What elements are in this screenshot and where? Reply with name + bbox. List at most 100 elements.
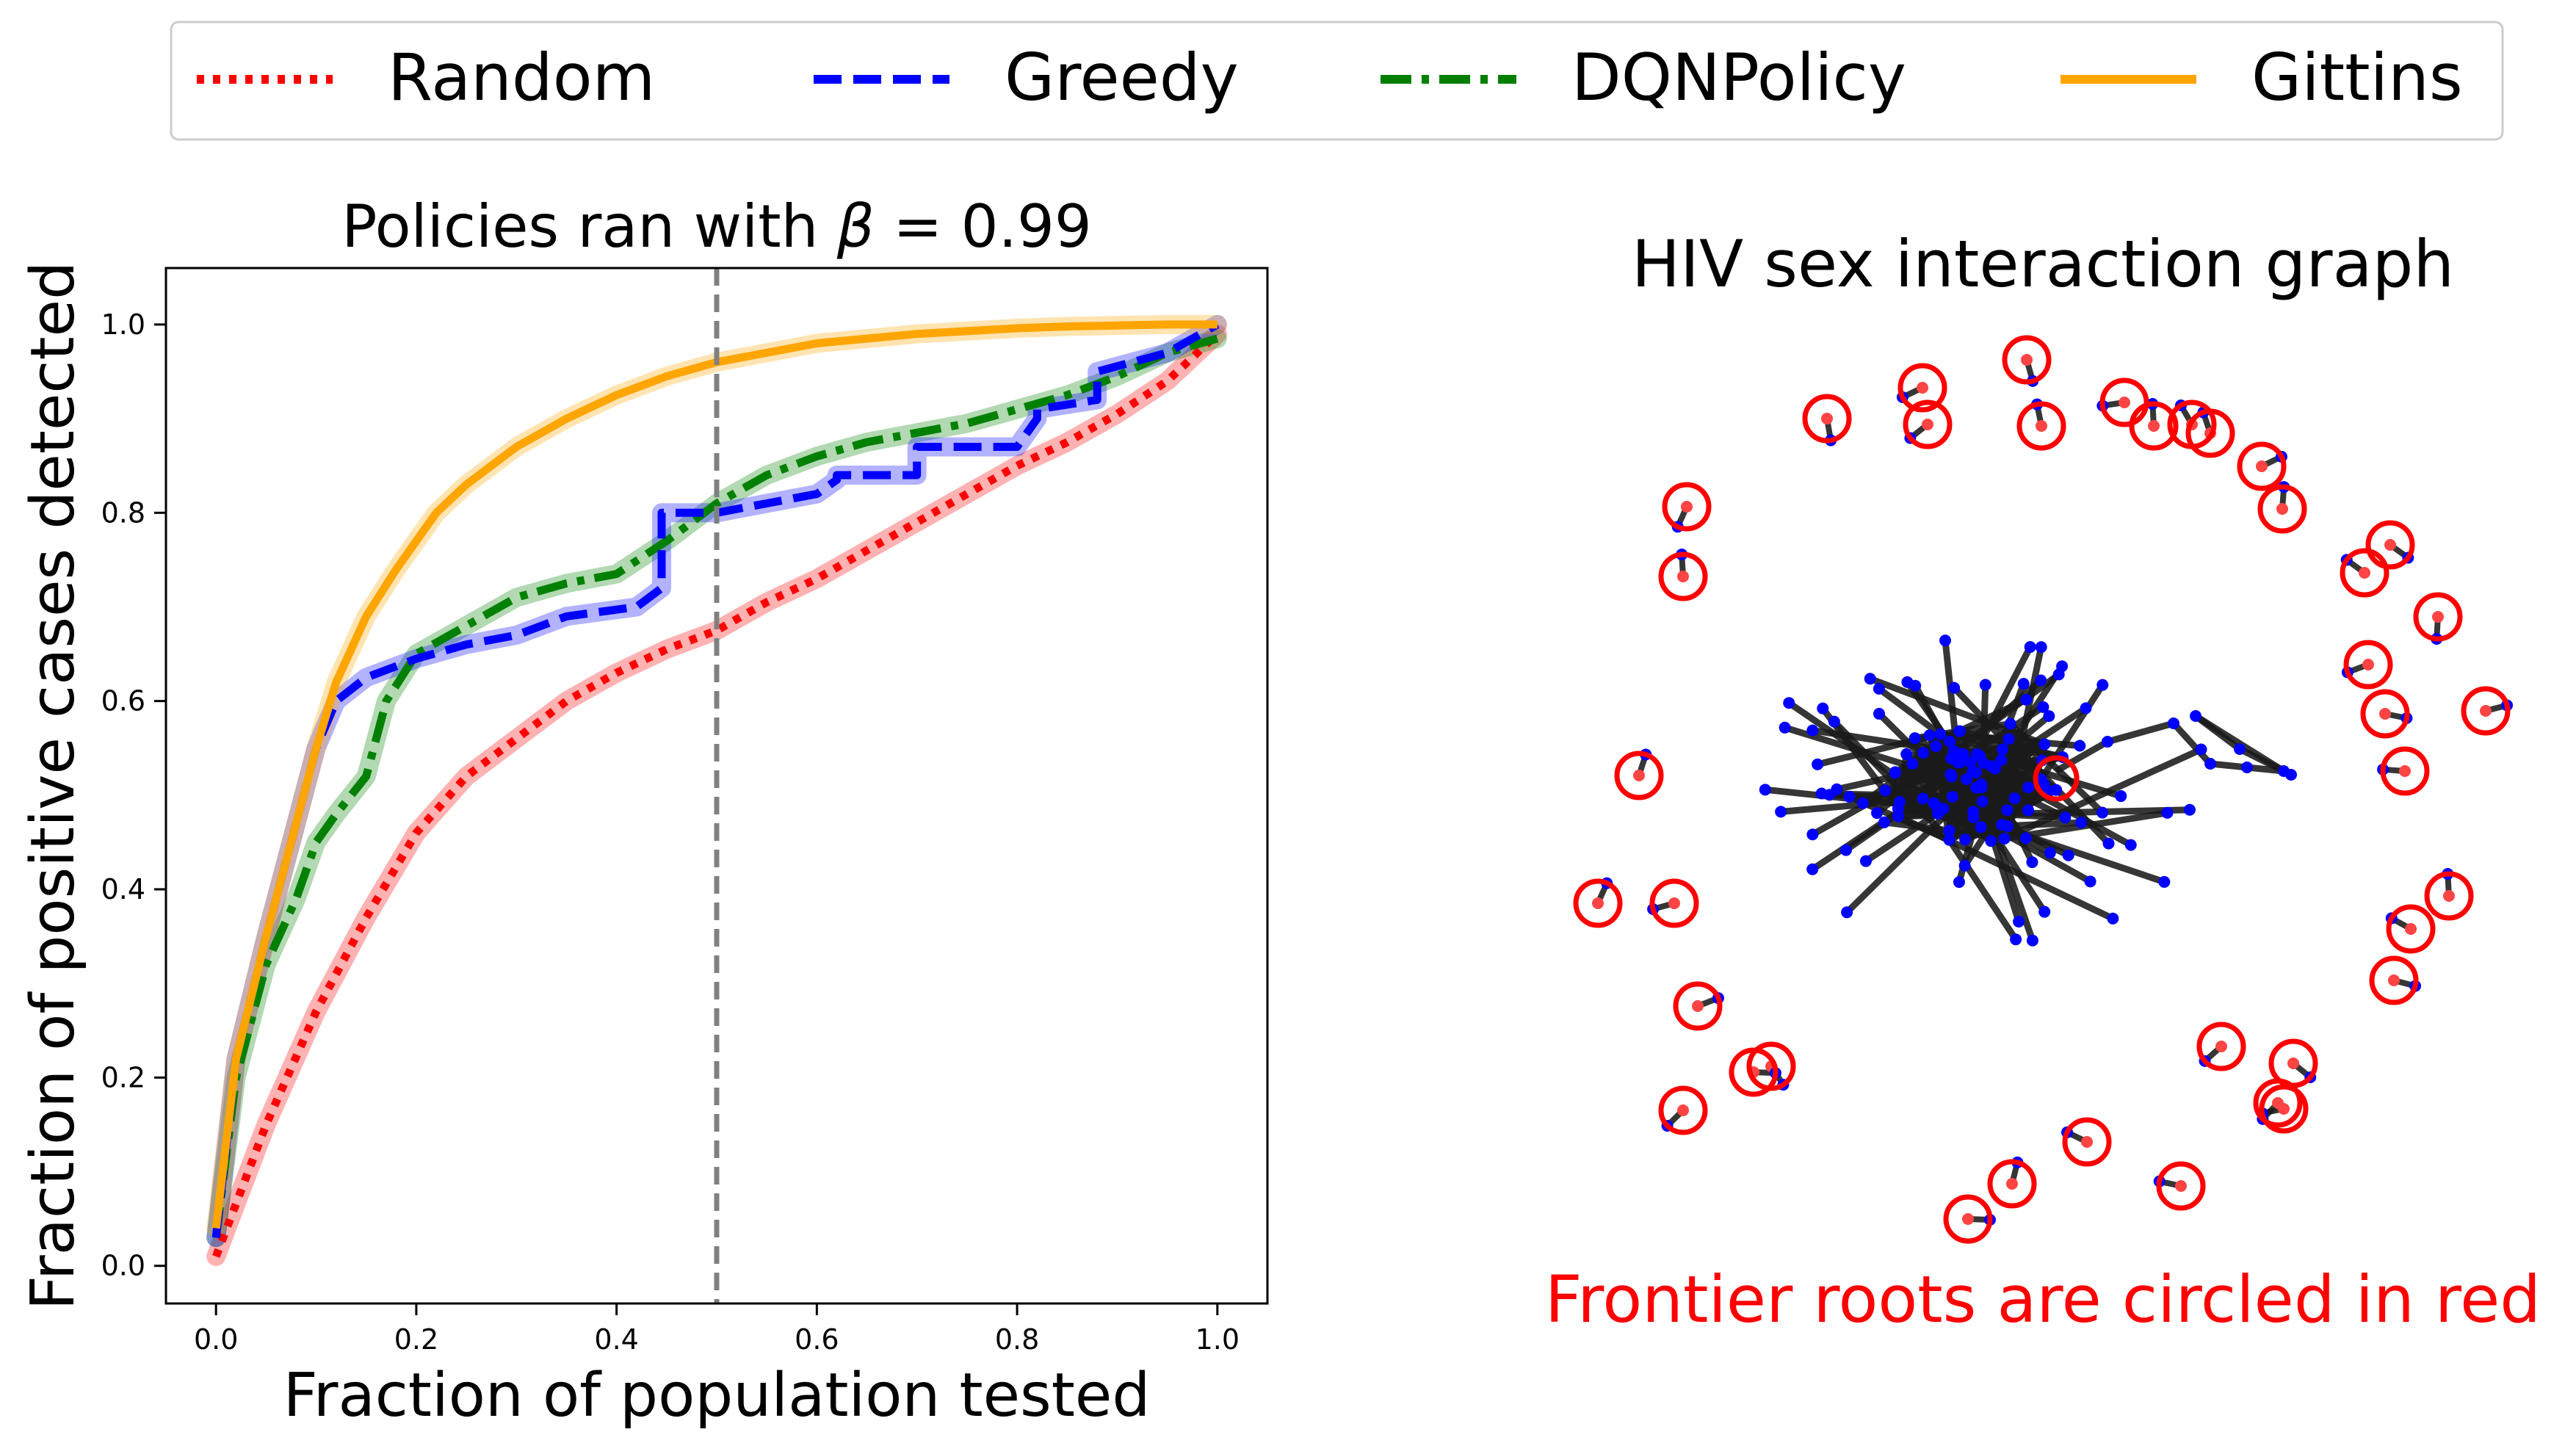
graph-edge (2002, 746, 2203, 842)
graph-node (2024, 641, 2036, 654)
legend-label-gittins: Gittins (2251, 40, 2463, 115)
graph-node (1953, 725, 1966, 737)
graph-node (2158, 875, 2171, 888)
graph-node-root (1917, 382, 1928, 394)
graph-node-root (2432, 611, 2444, 623)
graph-node (1945, 770, 1958, 783)
graph-node (2102, 736, 2113, 748)
graph-node (1998, 832, 2011, 845)
graph-node-root (1592, 897, 1604, 909)
root-marker (2461, 686, 2511, 736)
graph-node-root (2175, 1180, 2187, 1192)
y-axis-ticks: 0.0 0.2 0.4 0.6 0.8 1.0 (101, 308, 166, 1282)
graph-node (1951, 747, 1964, 759)
graph-node (1859, 855, 1872, 867)
graph-node-root (2399, 765, 2411, 777)
root-marker (2259, 1084, 2309, 1134)
graph-node (2035, 674, 2047, 687)
graph-node (1995, 753, 2008, 766)
graph-node (1917, 747, 1929, 759)
graph-node-root (2256, 460, 2268, 472)
graph-node (2001, 804, 2014, 817)
graph-node-root (1821, 413, 1833, 424)
frontier-root-markers (1573, 335, 2511, 1244)
title-prefix: Policies ran with (341, 192, 837, 261)
graph-node-root (2384, 539, 2396, 551)
y-tick-label: 0.0 (101, 1250, 145, 1282)
graph-node (1871, 807, 1884, 820)
root-marker (1658, 552, 1708, 601)
graph-node-root (2148, 420, 2160, 432)
graph-edge (2171, 720, 2213, 767)
root-marker (1943, 1194, 1993, 1244)
x-tick-label: 0.0 (194, 1323, 238, 1356)
root-marker (2196, 1021, 2246, 1071)
x-axis-ticks: 0.0 0.2 0.4 0.6 0.8 1.0 (194, 1303, 1240, 1356)
graph-node (2038, 905, 2051, 918)
graph-node (2168, 717, 2179, 729)
graph-node (2204, 758, 2216, 770)
y-tick-label: 0.4 (101, 873, 145, 905)
graph-node (1944, 735, 1956, 748)
graph-node (1817, 702, 1829, 715)
graph-node (2002, 733, 2015, 745)
graph-node (1806, 863, 1819, 875)
y-tick-label: 1.0 (101, 308, 145, 341)
graph-node (2285, 769, 2297, 781)
graph-node-root (2119, 397, 2130, 408)
series-line-random (212, 330, 1220, 1258)
graph-node (1967, 806, 1980, 818)
line-chart: Policies ran with β = 0.99 0.0 0.2 0.4 0.6 0… (18, 192, 1269, 1431)
graph-node (2080, 702, 2092, 715)
root-marker (2062, 1117, 2112, 1167)
graph-node (2190, 710, 2201, 722)
legend-label-dqnpolicy: DQNPolicy (1571, 40, 1906, 115)
graph-node-root (2036, 420, 2047, 432)
graph-node (1958, 859, 1971, 872)
y-tick-label: 0.6 (101, 685, 145, 717)
graph-node (1909, 732, 1921, 745)
graph-node-root (2359, 567, 2370, 579)
graph-node (1946, 790, 1958, 803)
graph-node (2001, 820, 2014, 833)
y-tick-label: 0.2 (101, 1061, 145, 1093)
legend-entry-gittins: Gittins (2061, 40, 2463, 115)
network-graph-panel: HIV sex interaction graph Frontier roots… (1545, 226, 2541, 1337)
graph-node-root (1681, 501, 1693, 513)
graph-node (2022, 804, 2035, 817)
legend-items: Random Greedy DQNPolicy Gittins (197, 40, 2463, 115)
graph-edge (2210, 760, 2248, 771)
graph-title: HIV sex interaction graph (1632, 226, 2454, 302)
graph-node (2183, 803, 2196, 816)
graph-node-root (2405, 923, 2417, 935)
root-marker (1649, 878, 1699, 928)
graph-node (1812, 758, 1824, 770)
graph-node (1873, 682, 1885, 695)
graph-node (1930, 740, 1942, 753)
root-marker (2237, 441, 2287, 491)
graph-node (1964, 756, 1977, 768)
root-marker (1987, 1159, 2037, 1209)
root-marker (2002, 335, 2052, 385)
root-marker (1662, 482, 1712, 532)
graph-node (2035, 641, 2047, 654)
root-marker (2360, 689, 2410, 739)
root-marker (2413, 592, 2463, 642)
graph-node (1775, 806, 1787, 818)
graph-node (1843, 791, 1856, 803)
root-marker (2424, 871, 2474, 921)
graph-node (1839, 844, 1852, 856)
graph-node-root (2388, 974, 2400, 986)
graph-node-root (2362, 659, 2374, 670)
axes-frame (164, 267, 1269, 1305)
graph-node (1909, 679, 1922, 692)
graph-node-root (1668, 897, 1680, 909)
root-marker (2257, 484, 2307, 534)
graph-node-root (2480, 705, 2492, 717)
root-marker (2033, 755, 2080, 802)
graph-node (2037, 701, 2049, 713)
root-marker (2380, 746, 2430, 796)
graph-node (2008, 792, 2021, 805)
x-tick-label: 0.4 (594, 1323, 638, 1356)
graph-node (1893, 795, 1906, 808)
